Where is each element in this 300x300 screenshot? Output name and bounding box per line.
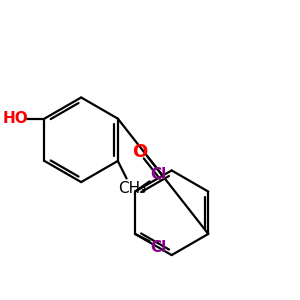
Text: O: O [132, 143, 147, 161]
Text: HO: HO [2, 111, 28, 126]
Text: Cl: Cl [150, 240, 167, 255]
Text: CH₃: CH₃ [118, 181, 146, 196]
Text: Cl: Cl [150, 167, 167, 182]
